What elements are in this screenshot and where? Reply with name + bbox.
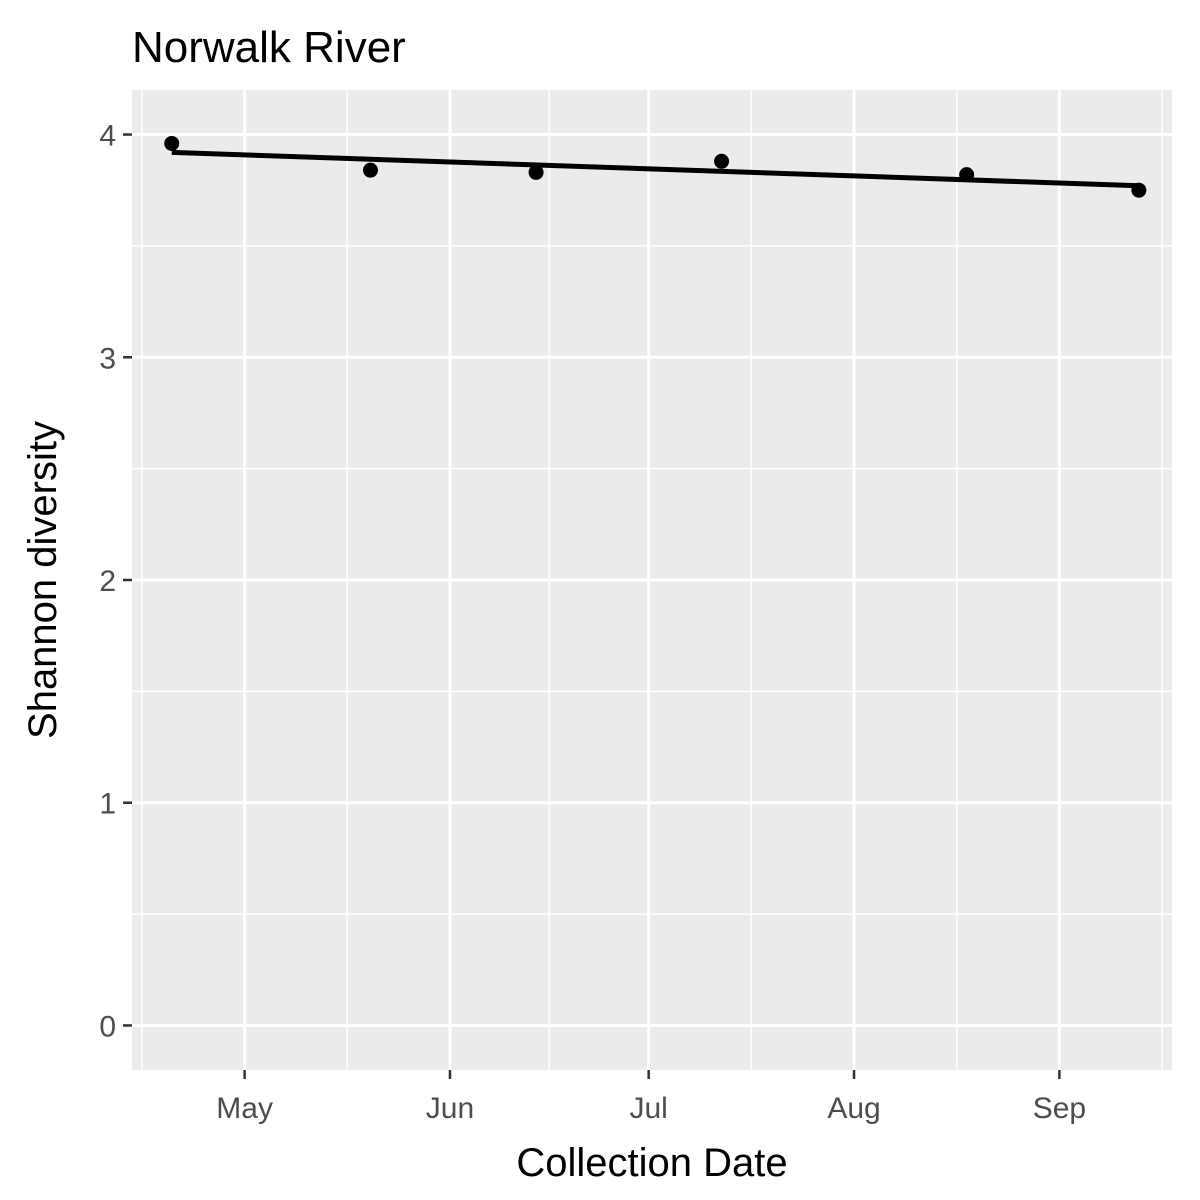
trend-line: [171, 149, 1139, 189]
grid-major: [132, 90, 1172, 1070]
x-axis-title: Collection Date: [516, 1141, 787, 1185]
y-axis-title: Shannon diversity: [21, 421, 65, 739]
trend-layer: [171, 149, 1139, 189]
x-tick-label: Jun: [426, 1092, 474, 1125]
y-axis: 0 1 2 3 4: [99, 120, 132, 1043]
y-tick-label: 3: [99, 342, 116, 375]
data-point: [1131, 182, 1147, 198]
y-tick-label: 0: [99, 1010, 116, 1043]
y-tick-label: 4: [99, 120, 116, 153]
x-tick-label: Aug: [827, 1092, 880, 1125]
x-axis: May Jun Jul Aug Sep: [216, 1070, 1086, 1125]
y-tick-label: 2: [99, 565, 116, 598]
data-point: [362, 162, 378, 178]
data-point: [959, 167, 975, 183]
data-point: [714, 153, 730, 169]
x-tick-label: Jul: [630, 1092, 668, 1125]
points-layer: [164, 135, 1147, 198]
x-tick-label: May: [216, 1092, 273, 1125]
chart-title: Norwalk River: [132, 23, 406, 72]
data-point: [164, 135, 180, 151]
y-tick-label: 1: [99, 788, 116, 821]
x-tick-label: Sep: [1033, 1092, 1086, 1125]
data-point: [528, 164, 544, 180]
